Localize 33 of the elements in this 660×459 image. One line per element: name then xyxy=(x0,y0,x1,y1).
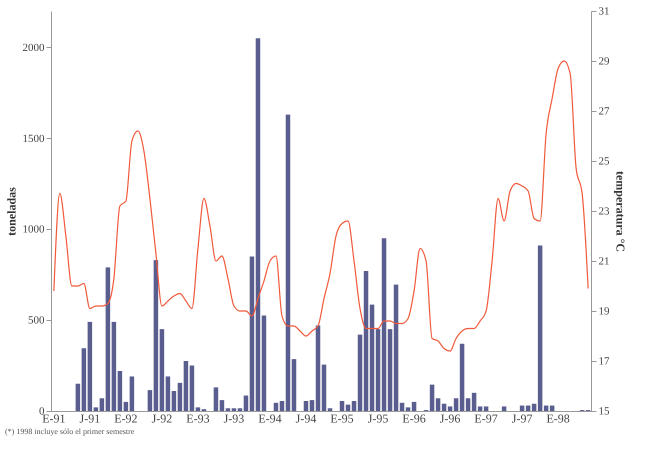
y2-tick-label: 31 xyxy=(598,6,610,18)
y2-tick-label: 27 xyxy=(598,106,610,118)
x-tick-label: J-93 xyxy=(224,412,244,426)
y-tick-label: 0 xyxy=(39,406,45,418)
y2-tick-label: 29 xyxy=(598,56,610,68)
x-tick-label: J-96 xyxy=(440,412,460,426)
y2-tick-label: 23 xyxy=(598,206,610,218)
y2-tick-label: 25 xyxy=(598,156,610,168)
x-tick-label: E-93 xyxy=(186,412,210,426)
x-tick-label: E-94 xyxy=(258,412,282,426)
y2-axis-title: temperatura °C xyxy=(614,170,628,252)
y-tick-label: 500 xyxy=(28,314,45,327)
x-tick-label: J-92 xyxy=(152,412,172,426)
x-tick-label: J-94 xyxy=(296,412,316,426)
y-axis-title: toneladas xyxy=(4,186,18,236)
bar xyxy=(502,406,506,411)
y-tick-label: 2000 xyxy=(22,42,45,54)
x-tick-label: J-95 xyxy=(368,412,388,426)
y2-tick-label: 19 xyxy=(598,306,610,318)
x-tick-label: E-92 xyxy=(114,412,138,426)
y2-tick-label: 17 xyxy=(598,356,610,368)
x-tick-label: E-98 xyxy=(546,412,570,426)
y2-tick-label: 21 xyxy=(598,256,610,268)
y-tick-label: 1000 xyxy=(22,224,45,236)
x-tick-label: J-91 xyxy=(80,412,100,426)
x-tick-label: E-95 xyxy=(330,412,354,426)
x-tick-label: J-97 xyxy=(512,412,532,426)
x-tick-label: E-96 xyxy=(402,412,426,426)
line-series xyxy=(53,60,589,352)
text: (*) 1998 incluye sólo el primer semestre xyxy=(5,427,135,436)
y2-tick-label: 15 xyxy=(598,406,610,418)
x-tick-label: E-97 xyxy=(474,412,498,426)
y-tick-label: 1500 xyxy=(22,132,45,145)
